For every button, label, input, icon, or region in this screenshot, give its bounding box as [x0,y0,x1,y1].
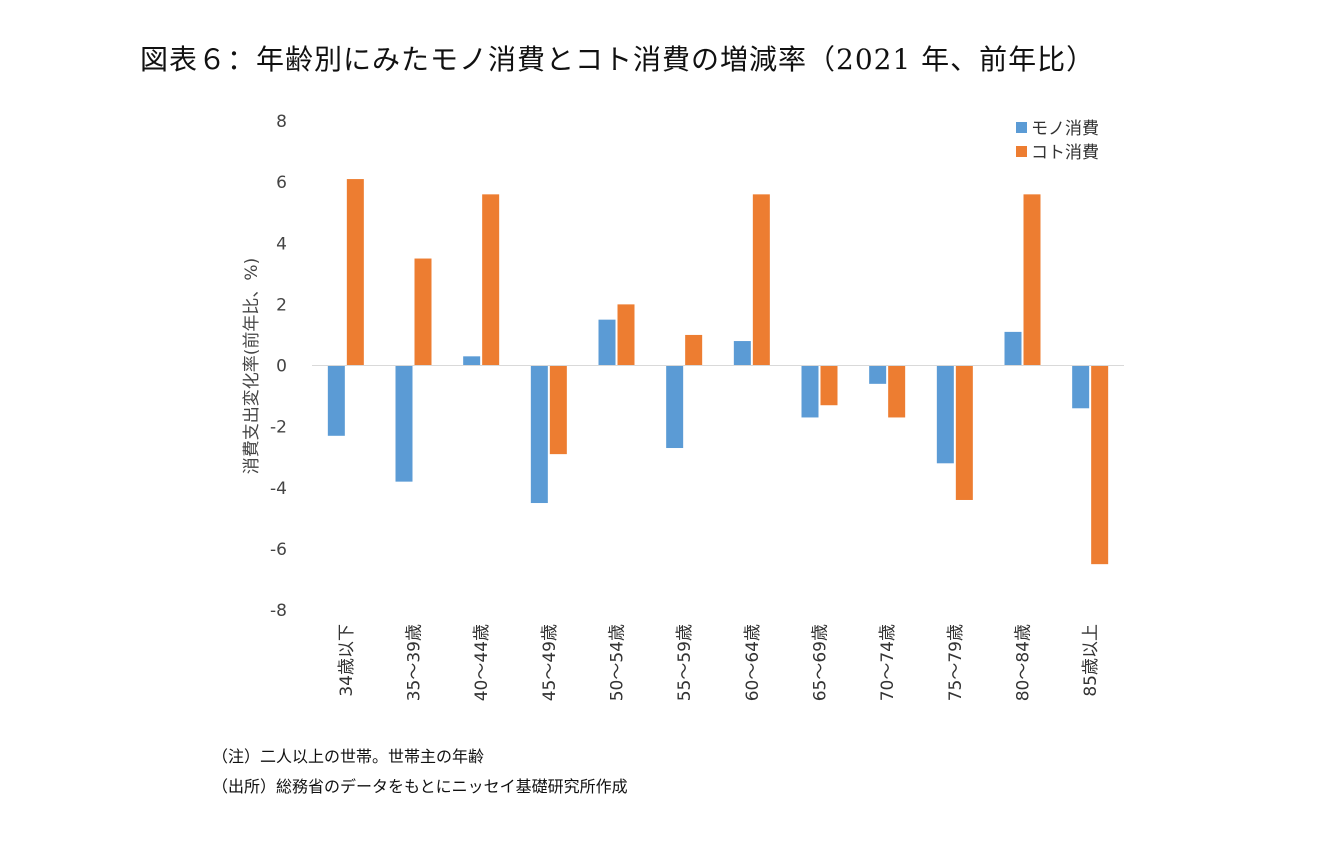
x-tick-label: 80～84歳 [1014,624,1034,701]
bar-koto-9 [955,365,973,500]
x-tick-label: 35～39歳 [405,624,425,701]
bar-koto-8 [888,365,906,418]
bar-koto-6 [752,194,770,366]
bar-koto-1 [414,258,432,366]
bar-mono-0 [327,365,345,436]
bar-koto-7 [820,365,838,406]
y-axis-ticks: 8 6 4 2 0 -2 -4 -6 -8 [270,112,287,621]
bar-mono-7 [801,365,819,418]
x-tick-label: 60～64歳 [743,624,763,701]
bar-mono-5 [666,365,684,449]
bar-mono-3 [530,365,548,504]
x-axis-labels: 34歳以下 35～39歳 40～44歳 45～49歳 50～54歳 55～59歳 60～64… [337,624,1101,701]
y-tick-label: -2 [270,418,287,438]
x-tick-label: 55～59歳 [675,624,695,701]
bar-koto-2 [482,194,500,366]
x-tick-label: 34歳以下 [337,624,357,697]
y-tick-label: 2 [276,295,287,315]
x-tick-label: 45～49歳 [540,624,560,701]
legend-label-mono: モノ消費 [1031,119,1099,139]
legend-label-koto: コト消費 [1031,143,1099,163]
note-line: （注）二人以上の世帯。世帯主の年齢 [212,747,485,766]
y-tick-label: -4 [270,479,287,499]
bar-mono-6 [733,341,751,366]
x-tick-label: 70～74歳 [878,624,898,701]
legend-swatch-mono [1016,122,1027,133]
y-tick-label: 4 [276,234,287,254]
y-tick-label: -8 [270,601,287,621]
bar-mono-4 [598,319,616,366]
x-tick-label: 50～54歳 [608,624,628,701]
bar-koto-5 [685,334,703,366]
bar-mono-9 [936,365,954,464]
bar-mono-8 [869,365,887,384]
bar-mono-10 [1004,331,1022,366]
legend: モノ消費 コト消費 [1016,119,1099,163]
bars [327,179,1109,565]
legend-swatch-koto [1016,146,1027,157]
bar-koto-4 [617,304,635,366]
bar-koto-3 [549,365,567,455]
y-axis-title: 消費支出変化率(前年比、%) [242,258,262,474]
y-tick-label: 8 [276,112,287,132]
y-axis-title-group: 消費支出変化率(前年比、%) [242,258,262,474]
bar-mono-2 [463,356,481,366]
bar-koto-0 [346,179,364,366]
bar-koto-10 [1023,194,1041,366]
notes: （注）二人以上の世帯。世帯主の年齢 （出所）総務省のデータをもとにニッセイ基礎研… [212,742,628,802]
x-tick-label: 40～44歳 [472,624,492,701]
x-tick-label: 85歳以上 [1081,624,1101,697]
x-tick-label: 65～69歳 [811,624,831,701]
x-tick-label: 75～79歳 [946,624,966,701]
y-tick-label: 6 [276,173,287,193]
y-tick-label: 0 [276,357,287,377]
y-tick-label: -6 [270,540,287,560]
bar-mono-11 [1072,365,1090,409]
source-line: （出所）総務省のデータをもとにニッセイ基礎研究所作成 [212,777,628,796]
bar-mono-1 [395,365,413,482]
chart-title: 図表６：年齢別にみたモノ消費とコト消費の増減率（2021 年、前年比） [140,43,1096,76]
bar-koto-11 [1091,365,1109,565]
